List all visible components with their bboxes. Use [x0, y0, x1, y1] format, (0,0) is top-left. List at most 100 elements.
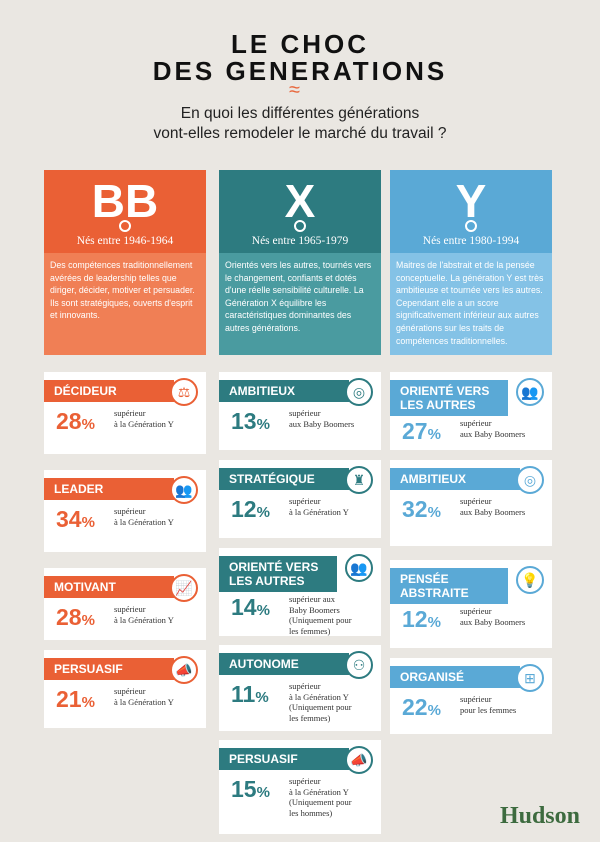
- generation-code: BB: [91, 175, 159, 227]
- generation-column-y: Y Nés entre 1980-1994 Maitres de l'abstr…: [390, 170, 552, 355]
- percentage-value: 28: [56, 408, 82, 434]
- trait-comparison: supérieur aux Baby Boomers (Uniquement p…: [289, 594, 352, 636]
- trait-label: AMBITIEUX: [390, 468, 520, 490]
- trait-card: ORIENTÉ VERS LES AUTRES 👥 27% supérieur …: [390, 372, 552, 450]
- generation-column-bb: BB Nés entre 1946-1964 Des compétences t…: [44, 170, 206, 355]
- trait-comparison: supérieur aux Baby Boomers: [460, 606, 526, 627]
- trait-label: MOTIVANT: [44, 576, 174, 598]
- circle-icon: [294, 220, 306, 232]
- target-icon: ◎: [516, 466, 544, 494]
- trait-percentage: 28%: [56, 408, 95, 438]
- trait-card: ORIENTÉ VERS LES AUTRES 👥 14% supérieur …: [219, 548, 381, 636]
- percentage-value: 14: [231, 594, 257, 620]
- percentage-value: 28: [56, 604, 82, 630]
- column-header: Y Nés entre 1980-1994: [390, 170, 552, 253]
- percentage-value: 12: [231, 496, 257, 522]
- circle-icon: [119, 220, 131, 232]
- trait-comparison: supérieur aux Baby Boomers: [460, 496, 526, 517]
- trait-card: LEADER 👥 34% supérieur à la Génération Y: [44, 470, 206, 552]
- column-header: BB Nés entre 1946-1964: [44, 170, 206, 253]
- percentage-unit: %: [256, 784, 270, 801]
- percentage-value: 22: [402, 694, 428, 720]
- title-line-2: DES GENERATIONS: [152, 56, 448, 86]
- subtitle-line-2: vont-elles remodeler le marché du travai…: [153, 125, 447, 142]
- percentage-value: 21: [56, 686, 82, 712]
- column-description: Des compétences traditionnellement avéré…: [44, 253, 206, 355]
- percentage-value: 15: [231, 776, 257, 802]
- percentage-value: 12: [402, 606, 428, 632]
- trait-label: PERSUASIF: [219, 748, 349, 770]
- trait-label: ORIENTÉ VERS LES AUTRES: [219, 556, 337, 592]
- birth-range: Nés entre 1980-1994: [422, 235, 520, 247]
- title-line-1: LE CHOC: [231, 29, 369, 59]
- trait-label: PENSÉE ABSTRAITE: [390, 568, 508, 604]
- trait-card: ORGANISÉ ⊞ 22% supérieur pour les femmes: [390, 658, 552, 734]
- trait-percentage: 21%: [56, 686, 95, 716]
- trait-percentage: 32%: [402, 496, 441, 526]
- person-network-icon: ⚇: [345, 651, 373, 679]
- birth-range: Nés entre 1946-1964: [76, 235, 174, 247]
- percentage-unit: %: [427, 504, 441, 521]
- trait-card: STRATÉGIQUE ♜ 12% supérieur à la Générat…: [219, 460, 381, 538]
- trait-percentage: 22%: [402, 694, 441, 724]
- trait-card: PENSÉE ABSTRAITE 💡 12% supérieur aux Bab…: [390, 560, 552, 648]
- percentage-value: 27: [402, 418, 428, 444]
- trait-percentage: 28%: [56, 604, 95, 634]
- megaphone-icon: 📣: [170, 656, 198, 684]
- column-description: Orientés vers les autres, tournés vers l…: [219, 253, 381, 355]
- percentage-value: 11: [231, 681, 256, 707]
- trait-percentage: 13%: [231, 408, 270, 438]
- column-description: Maitres de l'abstrait et de la pensée co…: [390, 253, 552, 355]
- trait-comparison: supérieur à la Génération Y: [114, 604, 174, 625]
- percentage-unit: %: [81, 694, 95, 711]
- trait-card: MOTIVANT 📈 28% supérieur à la Génération…: [44, 568, 206, 640]
- people-icon: 👥: [170, 476, 198, 504]
- trait-percentage: 15%: [231, 776, 270, 806]
- percentage-value: 13: [231, 408, 257, 434]
- trait-card: AUTONOME ⚇ 11% supérieur à la Génération…: [219, 645, 381, 731]
- trait-label: LEADER: [44, 478, 174, 500]
- trait-card: DÉCIDEUR ⚖ 28% supérieur à la Génération…: [44, 372, 206, 454]
- percentage-unit: %: [255, 689, 269, 706]
- trait-comparison: supérieur à la Génération Y (Uniquement …: [289, 681, 352, 723]
- percentage-unit: %: [427, 426, 441, 443]
- trait-card: AMBITIEUX ◎ 32% supérieur aux Baby Boome…: [390, 460, 552, 546]
- birth-range: Nés entre 1965-1979: [251, 235, 349, 247]
- percentage-value: 34: [56, 506, 82, 532]
- generation-column-x: X Nés entre 1965-1979 Orientés vers les …: [219, 170, 381, 355]
- percentage-unit: %: [81, 416, 95, 433]
- generation-code: Y: [455, 175, 487, 227]
- target-icon: ◎: [345, 378, 373, 406]
- circle-icon: [465, 220, 477, 232]
- lightbulb-icon: 💡: [516, 566, 544, 594]
- trait-percentage: 12%: [231, 496, 270, 526]
- trait-percentage: 27%: [402, 418, 441, 448]
- trait-comparison: supérieur pour les femmes: [460, 694, 517, 715]
- percentage-unit: %: [256, 602, 270, 619]
- trait-label: ORGANISÉ: [390, 666, 520, 688]
- trait-label: DÉCIDEUR: [44, 380, 174, 402]
- generation-code: X: [284, 175, 316, 227]
- column-header: X Nés entre 1965-1979: [219, 170, 381, 253]
- trait-percentage: 34%: [56, 506, 95, 536]
- trait-card: PERSUASIF 📣 21% supérieur à la Génératio…: [44, 650, 206, 728]
- hudson-logo: Hudson: [499, 803, 580, 829]
- trait-comparison: supérieur aux Baby Boomers: [289, 408, 355, 429]
- percentage-unit: %: [256, 504, 270, 521]
- trait-comparison: supérieur à la Génération Y: [114, 686, 174, 707]
- trait-percentage: 12%: [402, 606, 441, 636]
- trait-label: ORIENTÉ VERS LES AUTRES: [390, 380, 508, 416]
- trait-label: AUTONOME: [219, 653, 349, 675]
- subtitle: En quoi les différentes générations vont…: [0, 104, 600, 144]
- group-icon: 👥: [345, 554, 373, 582]
- rising-chart-icon: 📈: [170, 574, 198, 602]
- trait-comparison: supérieur à la Génération Y: [114, 408, 174, 429]
- group-icon: 👥: [516, 378, 544, 406]
- percentage-unit: %: [256, 416, 270, 433]
- trait-label: PERSUASIF: [44, 658, 174, 680]
- org-chart-icon: ⊞: [516, 664, 544, 692]
- wave-divider-icon: ≈: [289, 79, 300, 101]
- trait-card: AMBITIEUX ◎ 13% supérieur aux Baby Boome…: [219, 372, 381, 450]
- chess-icon: ♜: [345, 466, 373, 494]
- trait-comparison: supérieur aux Baby Boomers: [460, 418, 526, 439]
